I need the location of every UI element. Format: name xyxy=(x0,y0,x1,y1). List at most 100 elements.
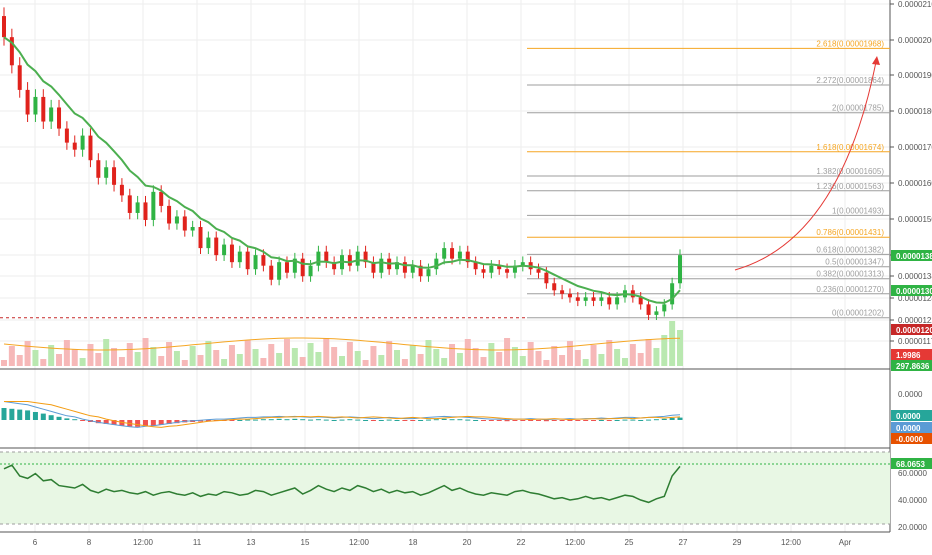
volume-bar xyxy=(189,346,196,366)
candle-body xyxy=(332,262,337,270)
fib-level-label: 0.5(0.00001347) xyxy=(825,258,884,267)
rsi-tick-label: 40.0000 xyxy=(898,496,927,505)
candle-body xyxy=(505,269,510,273)
volume-bar xyxy=(150,347,157,366)
volume-bar xyxy=(433,349,440,366)
fib-level-label: 0.382(0.00001313) xyxy=(816,270,884,279)
volume-bar xyxy=(425,340,432,366)
projection-arrow[interactable] xyxy=(734,61,877,271)
candle-body xyxy=(481,269,486,273)
time-tick-label: 8 xyxy=(87,538,92,547)
time-tick-label: 6 xyxy=(33,538,38,547)
candle-body xyxy=(245,251,250,270)
volume-bar xyxy=(79,358,86,366)
candle-body xyxy=(174,216,179,224)
candle-body xyxy=(167,205,172,224)
price-tick-label: 0.00001700 xyxy=(898,143,932,152)
time-tick-label: 13 xyxy=(247,538,256,547)
fib-level-label: 0.618(0.00001382) xyxy=(816,245,884,254)
time-tick-label: 20 xyxy=(463,538,472,547)
macd-hist-bar xyxy=(543,420,549,422)
volume-bar xyxy=(629,344,636,366)
candle-body xyxy=(442,248,447,259)
volume-bar xyxy=(291,348,298,366)
volume-ma-line xyxy=(3,337,681,351)
volume-bar xyxy=(488,343,495,366)
rsi-axis[interactable]: 60.0000 40.0000 20.0000 68.0653 xyxy=(891,458,932,532)
volume-bar xyxy=(449,344,456,366)
volume-bar xyxy=(574,350,581,366)
candle-body xyxy=(277,262,282,280)
time-tick-label: 18 xyxy=(409,538,418,547)
price-badge-label: 1.9986 xyxy=(896,351,921,360)
candle-body xyxy=(355,251,360,266)
candle-body xyxy=(143,202,148,220)
macd-hist-bar xyxy=(433,419,439,421)
macd-hist-bar xyxy=(394,420,400,421)
volume-bar xyxy=(409,345,416,366)
candle-body xyxy=(159,191,164,206)
macd-hist-bar xyxy=(614,420,620,421)
candle-body xyxy=(135,202,140,213)
rsi-line xyxy=(3,464,681,504)
candle-body xyxy=(536,269,541,273)
macd-hist-bar xyxy=(473,420,479,421)
volume-bar xyxy=(472,348,479,366)
macd-hist-bar xyxy=(1,408,7,420)
volume-bar xyxy=(32,350,39,366)
volume-bar xyxy=(645,339,652,366)
volume-bar xyxy=(166,342,173,366)
volume-bar xyxy=(142,338,149,366)
price-tick-label: 0.00001220 xyxy=(898,316,932,325)
time-tick-label: 12:00 xyxy=(349,538,370,547)
price-badge xyxy=(891,349,932,360)
macd-axis[interactable]: 0.0000 0.0000 0.0000 -0.0000 xyxy=(891,390,932,444)
candle-body xyxy=(214,237,219,256)
volume-bar xyxy=(614,349,621,366)
fibonacci-levels[interactable]: 2.618(0.00001968) 2.272(0.00001864) 2(0.00… xyxy=(0,39,890,319)
fib-level-label: 0(0.00001202) xyxy=(832,309,884,318)
volume-bar xyxy=(16,355,23,366)
candle-body xyxy=(292,258,297,273)
volume-bar xyxy=(260,358,267,366)
macd-hist-bar xyxy=(425,419,431,421)
time-tick-label: 29 xyxy=(733,538,742,547)
macd-hist-bar xyxy=(402,420,408,421)
macd-hist-bar xyxy=(32,412,38,420)
macd-hist-bar xyxy=(308,419,314,421)
time-tick-label: 22 xyxy=(517,538,526,547)
macd-hist-bar xyxy=(9,408,15,420)
volume-bar xyxy=(228,345,235,366)
rsi-band xyxy=(0,452,890,524)
macd-hist-bar xyxy=(622,419,628,421)
volume-bar xyxy=(95,353,102,366)
macd-badge xyxy=(891,422,932,433)
macd-hist-bar xyxy=(567,420,573,421)
projection-arrowhead xyxy=(872,56,880,65)
ema-line xyxy=(3,36,681,304)
candle-body xyxy=(112,167,117,185)
time-axis[interactable]: 6 8 12:00 11 13 15 12:00 18 20 22 12:00 25 27 29 12:00… xyxy=(33,538,852,547)
candle-body xyxy=(560,290,565,294)
candle-body xyxy=(190,227,195,231)
fib-level-label: 0.786(0.00001431) xyxy=(816,228,884,237)
time-tick-label: 15 xyxy=(301,538,310,547)
macd-hist-bar xyxy=(677,417,683,420)
price-axis[interactable]: 0.00002100 0.00002000 0.00001900 0.00001800… xyxy=(890,0,932,371)
macd-hist-bar xyxy=(300,419,306,421)
macd-hist-bar xyxy=(520,420,526,421)
macd-hist-bar xyxy=(512,420,518,421)
volume-bar xyxy=(582,359,589,366)
macd-hist-bar xyxy=(378,420,384,421)
macd-hist-bar xyxy=(661,418,667,420)
volume-bar xyxy=(511,347,518,366)
macd-hist-bar xyxy=(457,419,463,421)
volume-bar xyxy=(323,338,330,366)
price-badge-label: 0.00001203 xyxy=(896,326,932,335)
time-tick-label: 12:00 xyxy=(565,538,586,547)
candle-body xyxy=(465,251,470,263)
price-tick-label: 0.00001170 xyxy=(898,337,932,346)
fib-level-label: 2.618(0.00001968) xyxy=(816,39,884,48)
